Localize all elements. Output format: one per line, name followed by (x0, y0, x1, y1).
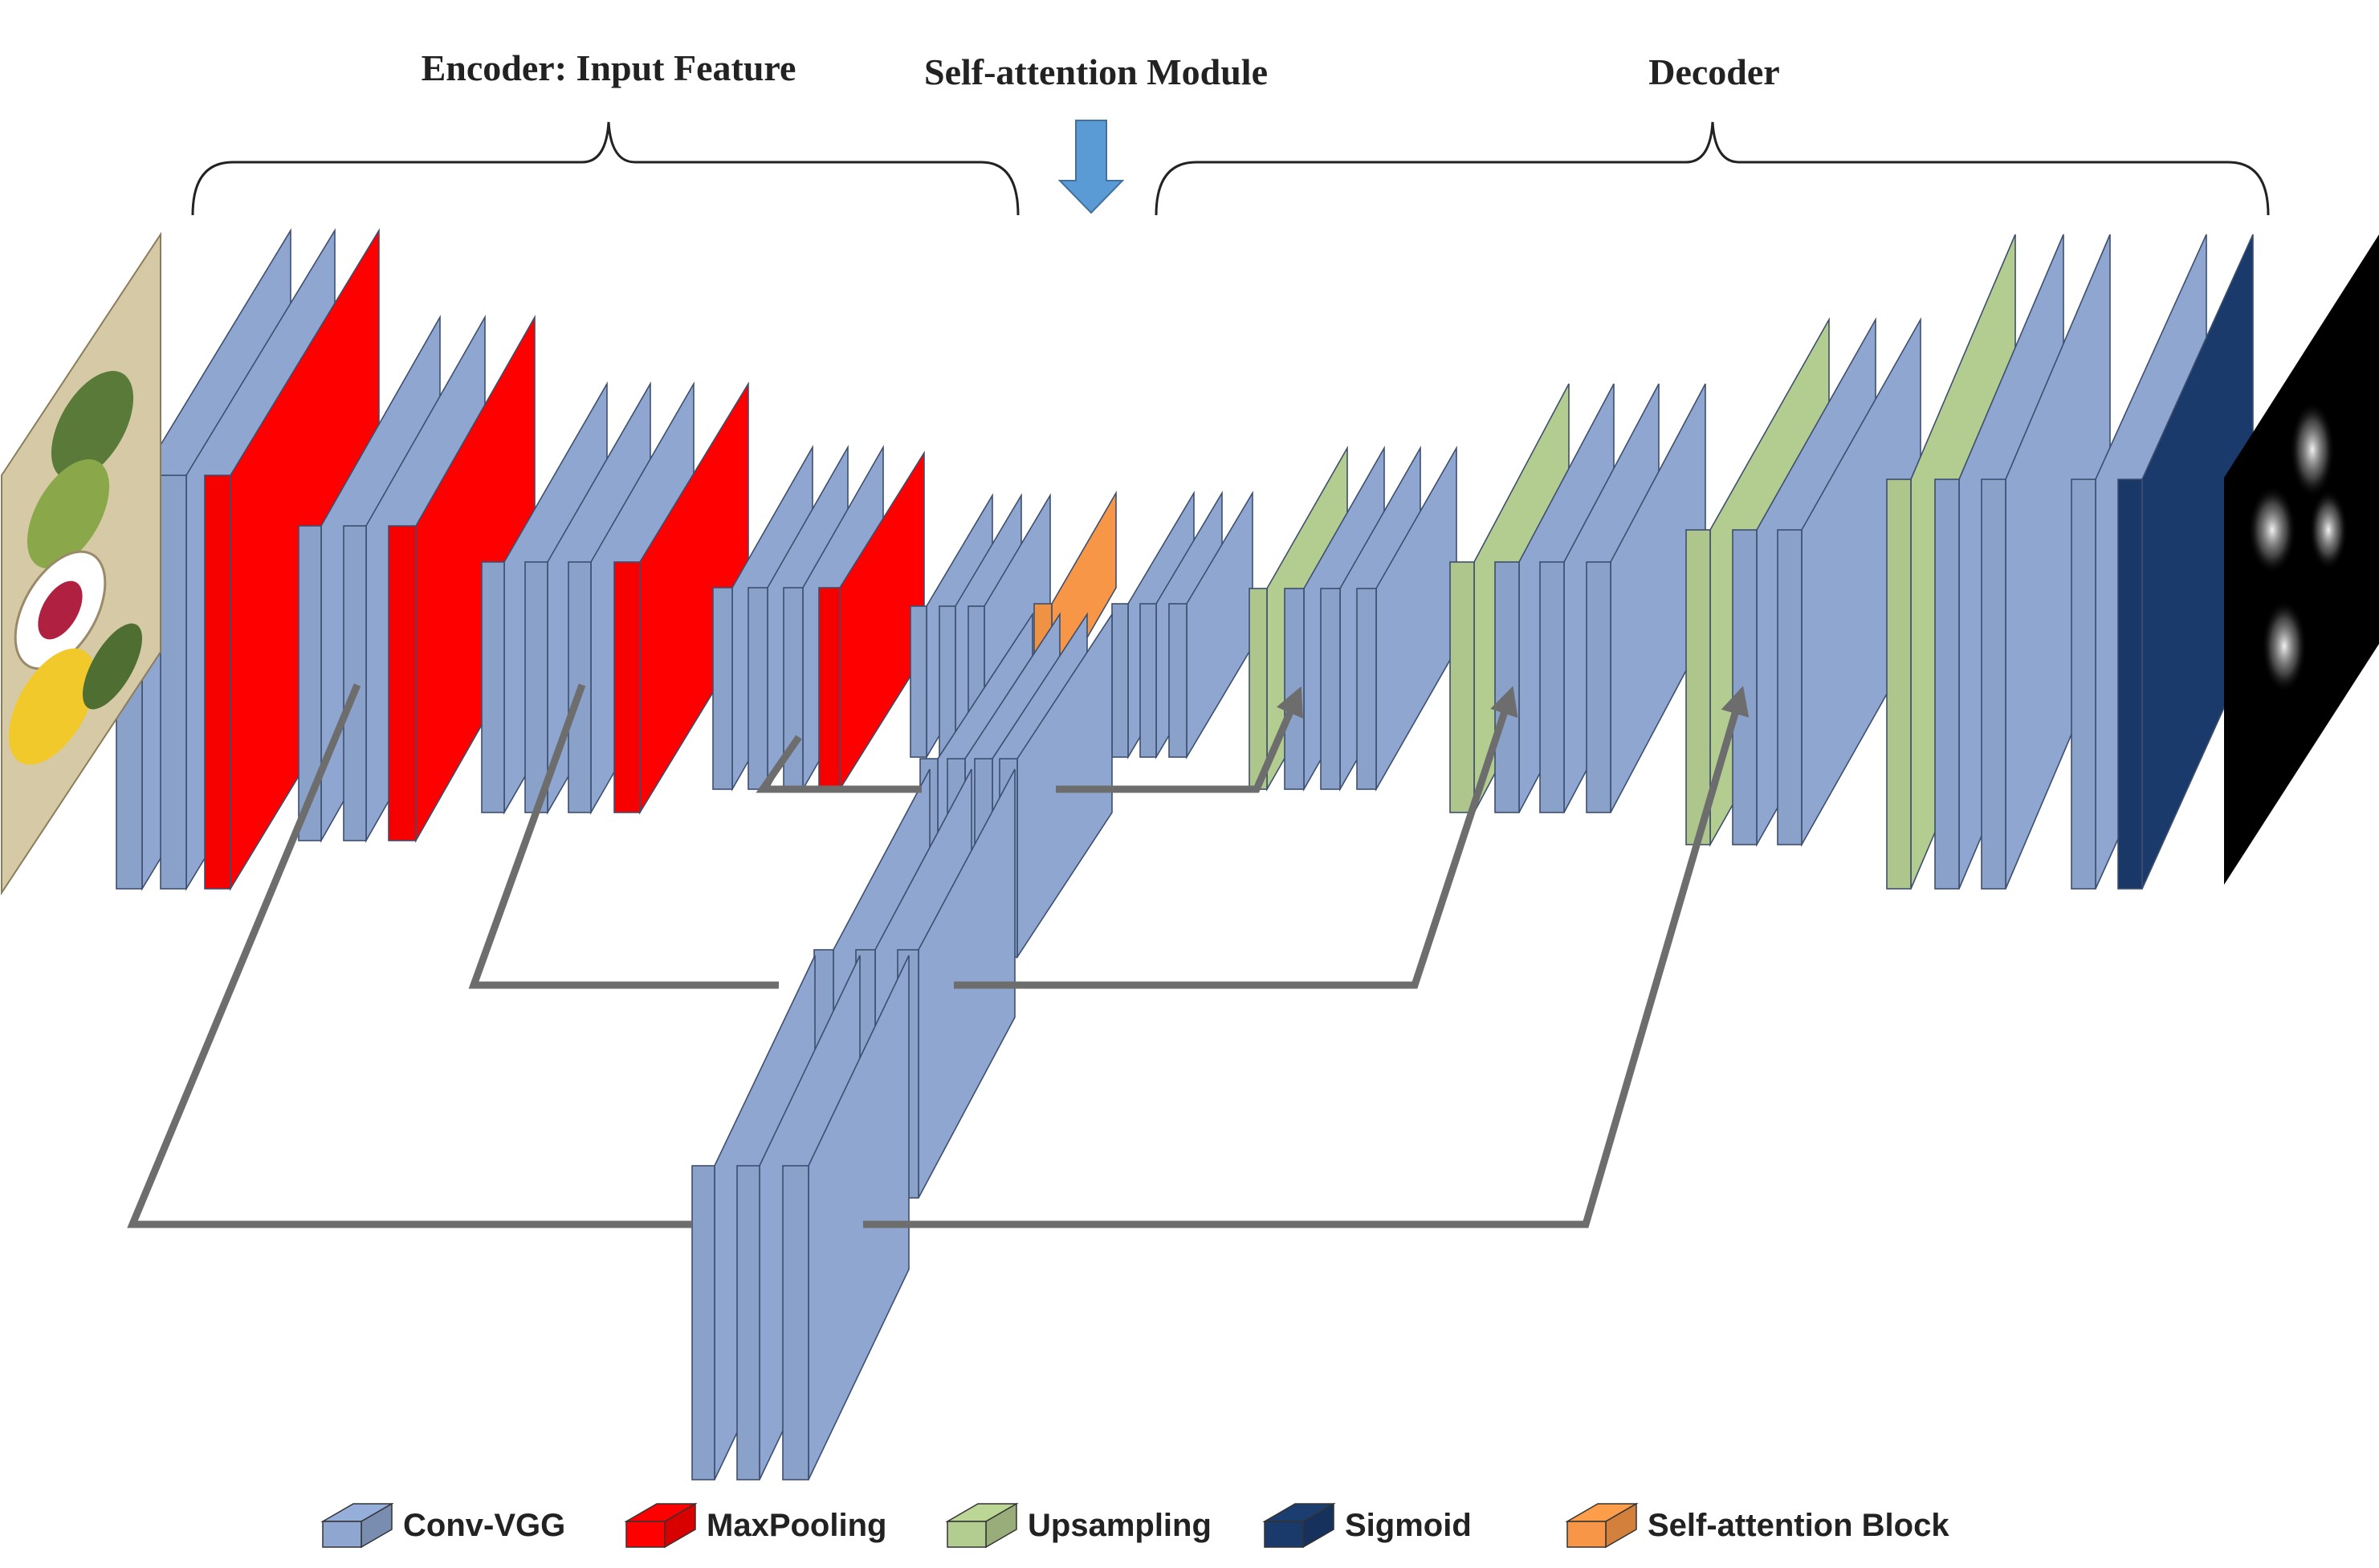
legend-item: MaxPooling (624, 1502, 886, 1549)
bottleneck-layers (691, 612, 1113, 1480)
conv-vgg-layer (1981, 234, 2111, 890)
legend-swatch (1565, 1502, 1639, 1549)
food-plate-photo-icon (1, 231, 161, 896)
sigmoid-layer (2117, 234, 2254, 890)
legend-swatch (624, 1502, 698, 1549)
maxpooling-layer (613, 381, 749, 815)
legend-label: MaxPooling (707, 1508, 886, 1543)
skip-connection (954, 686, 1518, 989)
legend-label: Conv-VGG (403, 1508, 565, 1543)
saliency-map-icon (2224, 234, 2379, 885)
legend-swatch (1262, 1502, 1336, 1549)
skip-connection (127, 683, 692, 1228)
attention-down-arrow (1057, 120, 1125, 214)
maxpooling-layer (388, 314, 536, 844)
legend-label: Sigmoid (1345, 1508, 1472, 1543)
conv-vgg-layer (1356, 445, 1457, 792)
skip-connection (863, 686, 1750, 1228)
skip-connection (756, 735, 922, 793)
encoder-label: Encoder: Input Feature (422, 47, 796, 88)
legend-item: Self-attention Block (1565, 1502, 1949, 1549)
skip-connection (468, 683, 779, 989)
legend-label: Upsampling (1028, 1508, 1212, 1543)
skip-connections (127, 683, 1750, 1228)
legend-label: Self-attention Block (1648, 1508, 1949, 1543)
encoder-brace (191, 121, 1020, 216)
legend-item: Upsampling (945, 1502, 1212, 1549)
legend-swatch (945, 1502, 1019, 1549)
legend-swatch (320, 1502, 394, 1549)
skip-connection (1056, 686, 1303, 793)
attention-label: Self-attention Module (924, 51, 1268, 92)
conv-vgg-layer (782, 955, 910, 1480)
conv-vgg-layer (1777, 316, 1921, 848)
legend-item: Sigmoid (1262, 1502, 1472, 1549)
legend-item: Conv-VGG (320, 1502, 565, 1549)
conv-vgg-layer (1168, 491, 1253, 760)
legend: Conv-VGG MaxPooling Upsampling Sigmoid Self-… (320, 1502, 1949, 1549)
decoder-label: Decoder (1648, 51, 1779, 92)
decoder-brace (1155, 121, 2270, 216)
